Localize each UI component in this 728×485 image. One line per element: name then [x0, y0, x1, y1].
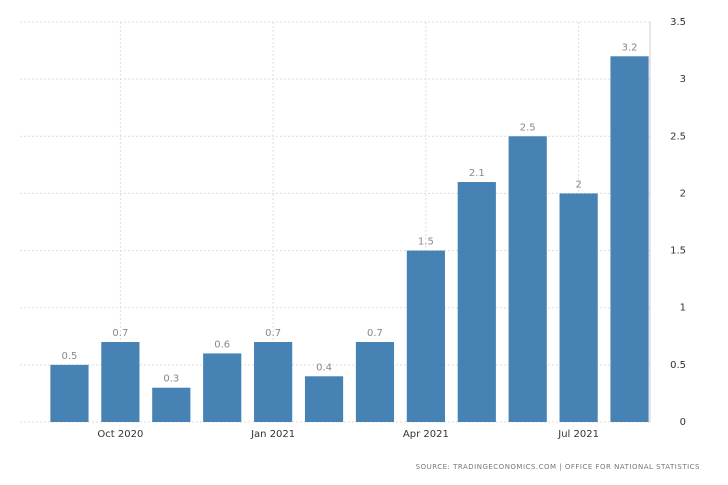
value-label: 0.6: [214, 339, 230, 350]
y-tick-label: 2.5: [670, 131, 686, 142]
y-tick-label: 3.5: [670, 17, 686, 28]
bar: [457, 182, 496, 422]
value-label: 2.1: [469, 168, 485, 179]
value-label: 0.7: [265, 328, 281, 339]
value-label: 1.5: [418, 237, 434, 248]
bar: [508, 136, 547, 423]
value-label: 2: [575, 179, 581, 190]
y-tick-label: 1.5: [670, 246, 686, 257]
bar: [101, 342, 140, 422]
source: SOURCE: TRADINGECONOMICS.COM | OFFICE FO…: [416, 463, 700, 471]
x-tick-label: Jan 2021: [250, 429, 295, 440]
value-label: 0.7: [367, 328, 383, 339]
x-tick-label: Apr 2021: [403, 429, 449, 440]
y-tick-label: 3: [680, 74, 686, 85]
value-label: 0.3: [163, 374, 179, 385]
bar: [304, 376, 344, 422]
value-label: 0.5: [62, 351, 78, 362]
bar: [406, 250, 445, 422]
bar: [203, 353, 242, 422]
bar: [559, 193, 598, 422]
bar: [355, 342, 395, 422]
y-tick-label: 1: [680, 303, 686, 314]
y-tick-label: 0.5: [670, 360, 686, 371]
bar: [152, 387, 191, 422]
value-label: 0.7: [112, 328, 128, 339]
x-tick-label: Jul 2021: [557, 429, 599, 440]
x-tick-label: Oct 2020: [97, 429, 143, 440]
bar: [254, 342, 293, 422]
value-label: 3.2: [622, 42, 638, 53]
bar: [50, 364, 89, 422]
value-label: 2.5: [520, 122, 536, 133]
y-tick-label: 2: [680, 188, 686, 199]
y-tick-label: 0: [680, 417, 686, 428]
value-label: 0.4: [316, 362, 332, 373]
bar: [610, 56, 649, 423]
